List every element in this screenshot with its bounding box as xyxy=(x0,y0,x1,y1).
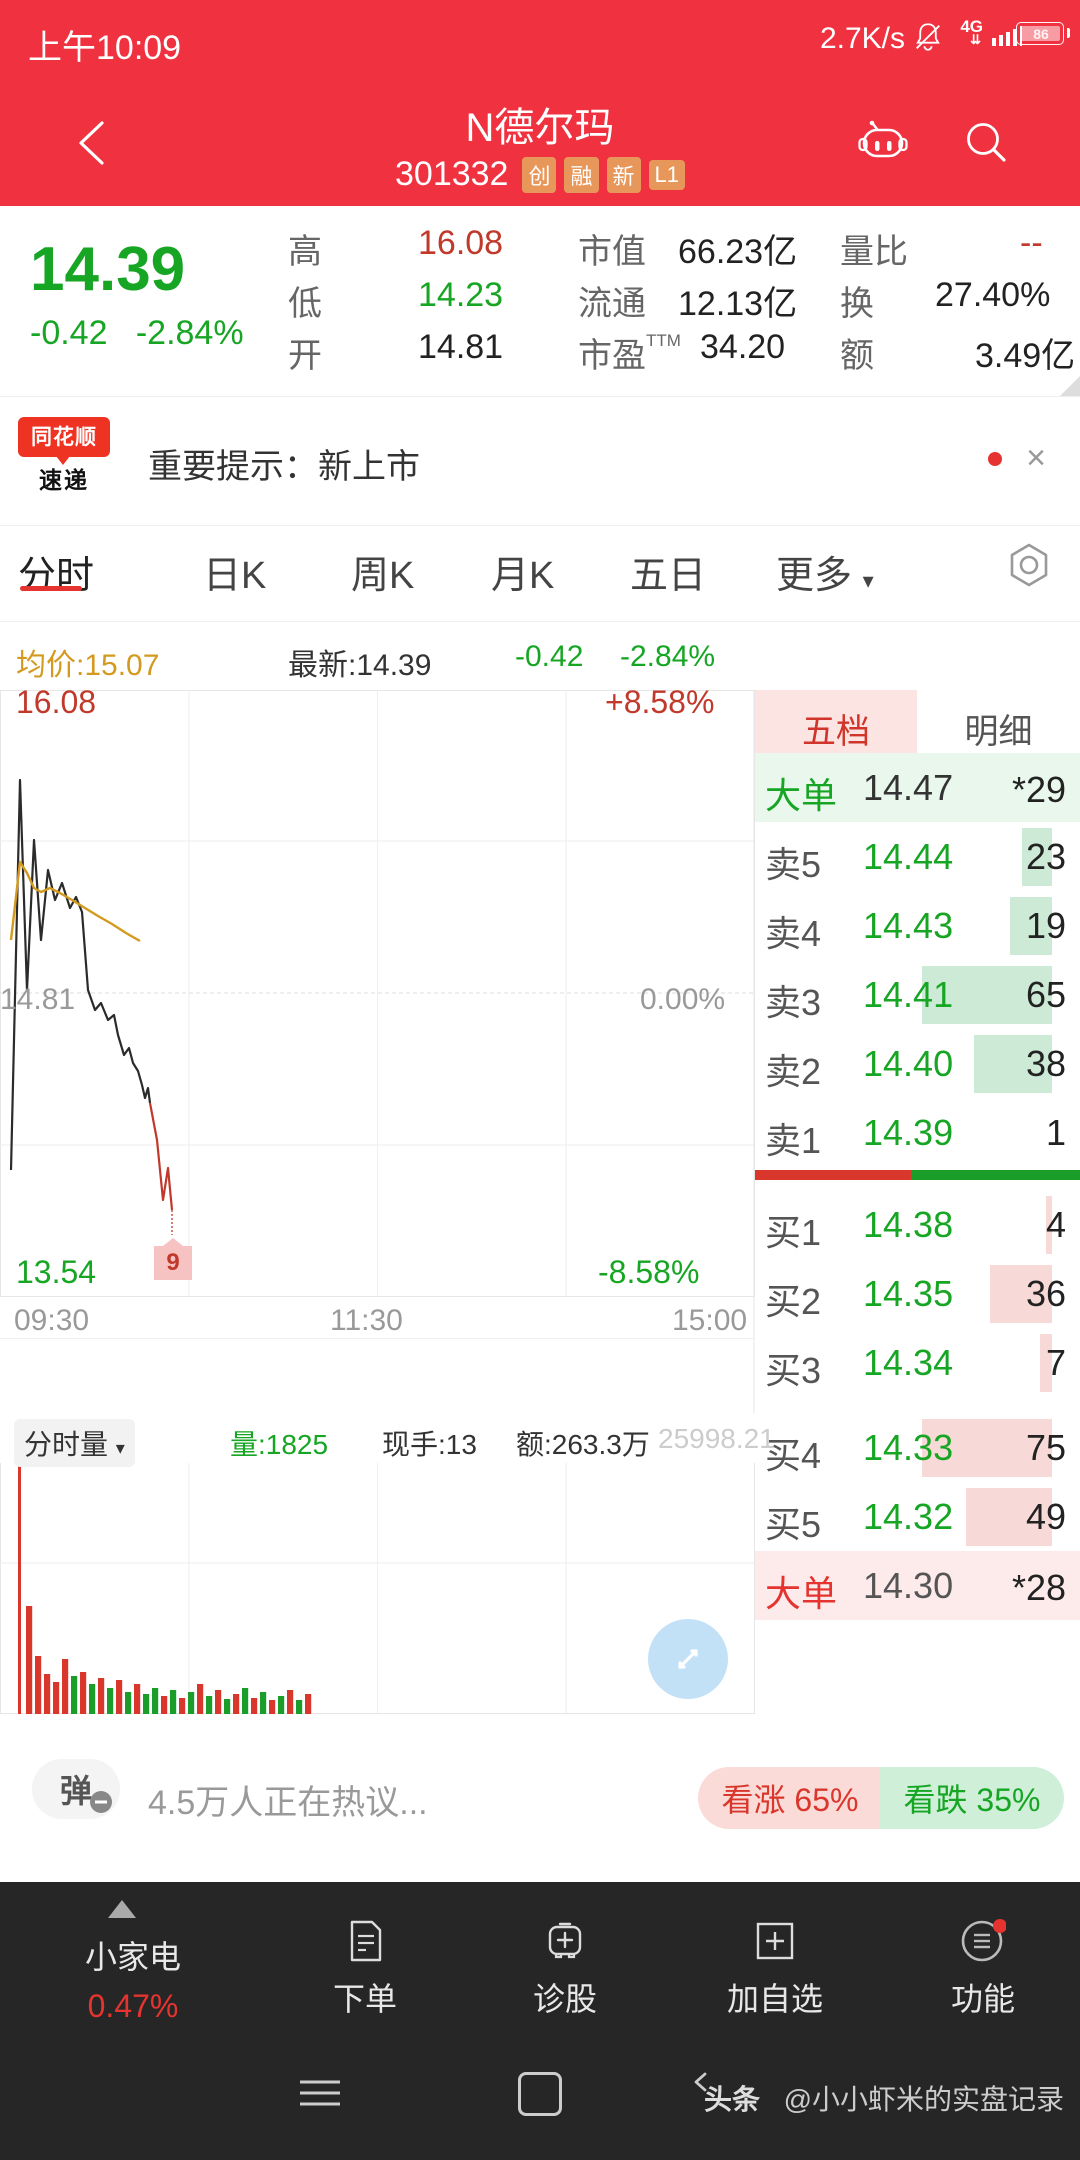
svg-text:9: 9 xyxy=(166,1249,179,1276)
